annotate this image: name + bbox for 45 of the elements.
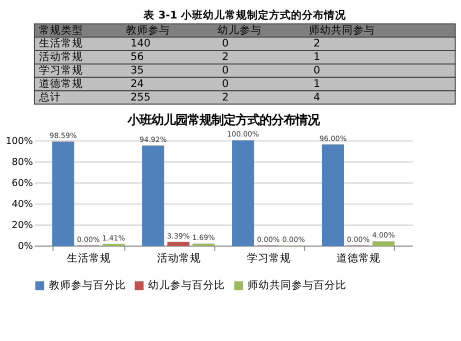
data-label: 35: [130, 64, 144, 77]
y-tick-label: 学习常规: [39, 64, 84, 77]
bar: [52, 142, 74, 246]
legend-label: 幼儿参与百分比: [148, 278, 226, 292]
data-label: 1: [313, 78, 320, 90]
y-tick-label: 道德常规: [39, 76, 84, 90]
data-label: 0: [222, 38, 229, 50]
bar: [167, 242, 190, 246]
data-label: 24: [130, 78, 144, 90]
data-label: 4: [313, 91, 320, 104]
x-tick-label: 道德常规: [336, 251, 381, 264]
x-tick-label: 幼儿参与: [217, 23, 262, 36]
bar: [372, 241, 395, 246]
y-tick-label: 20%: [12, 220, 33, 231]
chart-title: 小班幼儿园常规制定方式的分布情况: [126, 112, 320, 128]
y-tick-label: 40%: [12, 198, 33, 210]
y-tick-label: 0%: [18, 241, 33, 252]
data-label: 0: [222, 78, 229, 90]
y-tick-label: 总计: [38, 90, 62, 104]
x-tick-label: 生活常规: [66, 251, 111, 264]
x-tick-label: 活动常规: [156, 251, 201, 264]
legend-label: 教师参与百分比: [48, 278, 126, 292]
data-label: 2: [313, 38, 320, 50]
x-tick-label: 学习常规: [246, 251, 291, 264]
legend-label: 师幼共同参与百分比: [248, 278, 347, 292]
data-label: 140: [130, 38, 151, 50]
data-label: 2: [222, 91, 229, 104]
y-tick-label: 100%: [6, 136, 33, 147]
y-tick-label: 活动常规: [39, 50, 84, 64]
bar: [142, 146, 164, 246]
data-label: 0: [313, 64, 320, 77]
data-label: 0: [222, 64, 229, 77]
x-tick-label: 师幼共同参与: [308, 23, 375, 36]
bar: [232, 140, 254, 246]
bar: [322, 144, 344, 246]
y-tick-label: 80%: [12, 156, 33, 168]
y-axis-title: 常规类型: [39, 23, 84, 36]
y-tick-label: 60%: [12, 178, 33, 189]
data-label: 1: [313, 51, 320, 64]
y-tick-label: 生活常规: [39, 36, 84, 50]
data-label: 255: [130, 91, 151, 104]
x-tick-label: 教师参与: [126, 23, 170, 36]
chart-title: 表 3-1 小班幼儿常规制定方式的分布情况: [142, 8, 347, 22]
data-label: 56: [130, 51, 144, 64]
data-label: 2: [222, 51, 229, 64]
